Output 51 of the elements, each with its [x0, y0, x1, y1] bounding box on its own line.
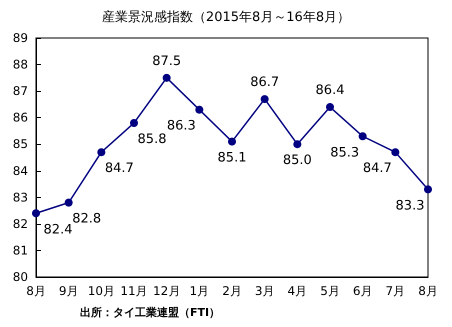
- x-tick-label: 9月: [58, 284, 78, 298]
- x-tick-label: 12月: [153, 284, 180, 298]
- point: [195, 106, 204, 114]
- y-tick-label: 83: [12, 190, 28, 204]
- data-label: 84.7: [362, 161, 392, 176]
- y-tick-label: 80: [12, 270, 28, 284]
- point: [97, 148, 106, 156]
- data-label: 86.4: [316, 83, 344, 98]
- x-tick-label: 2月: [222, 284, 242, 298]
- y-tick-label: 86: [12, 110, 28, 125]
- x-tick-label: 3月: [254, 284, 274, 298]
- x-tick-label: 6月: [352, 284, 372, 298]
- data-label: 86.3: [166, 118, 196, 134]
- x-tick-label: 4月: [288, 284, 308, 298]
- point: [326, 103, 334, 112]
- data-label: 85.8: [138, 132, 166, 147]
- point: [32, 209, 40, 218]
- x-tick-label: 11月: [120, 284, 148, 298]
- x-tick-label: 5月: [320, 284, 340, 298]
- point: [391, 148, 400, 156]
- data-label: 82.4: [44, 222, 72, 238]
- data-label: 84.7: [104, 161, 134, 176]
- data-label: 86.7: [250, 75, 280, 90]
- point: [260, 95, 269, 104]
- data-label: 82.8: [72, 212, 102, 227]
- point: [162, 74, 171, 82]
- x-tick-label: 7月: [386, 284, 406, 298]
- x-tick-label: 8月: [418, 284, 438, 298]
- point: [130, 118, 138, 127]
- point: [64, 198, 73, 207]
- data-label: 83.3: [396, 198, 424, 214]
- data-label: 85.0: [282, 153, 312, 168]
- chart-title: 産業景況感指数（2015年8月～16年8月）: [102, 9, 350, 25]
- point: [358, 132, 367, 140]
- point: [293, 140, 302, 148]
- y-tick-label: 84: [12, 164, 28, 178]
- data-label: 87.5: [152, 54, 182, 69]
- y-tick-label: 85: [12, 137, 28, 152]
- y-tick-label: 82: [12, 216, 28, 231]
- y-tick-label: 81: [12, 243, 28, 258]
- point: [228, 138, 236, 146]
- x-tick-label: 10月: [88, 284, 115, 298]
- data-label: 85.1: [218, 150, 246, 166]
- x-tick-label: 1月: [190, 284, 210, 298]
- y-tick-label: 89: [12, 31, 28, 45]
- point: [424, 185, 432, 194]
- text: 出所：タイ工業連盟（FTI）: [80, 306, 220, 319]
- y-tick-label: 87: [12, 84, 28, 98]
- y-tick-label: 88: [12, 58, 28, 72]
- x-tick-label: 8月: [26, 284, 46, 298]
- data-label: 85.3: [330, 145, 360, 160]
